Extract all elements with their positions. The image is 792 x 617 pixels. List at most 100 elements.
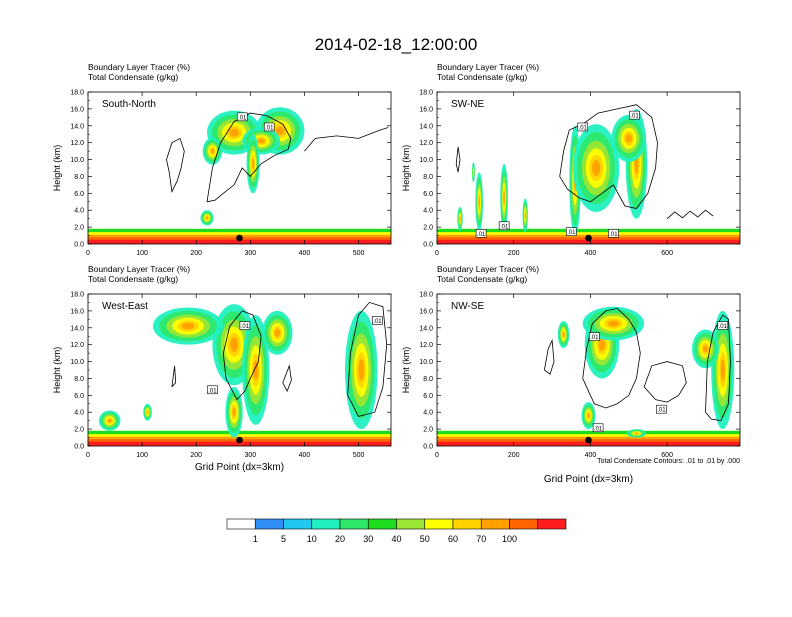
y-tick-label: 4.0 xyxy=(423,208,433,215)
contour-line-3 xyxy=(544,338,555,375)
y-tick-label: 0.0 xyxy=(74,444,84,451)
x-tick-label: 500 xyxy=(353,452,365,459)
contour-label-box-2 xyxy=(498,221,510,231)
y-tick-label: 6.0 xyxy=(423,191,433,198)
x-tick-label: 600 xyxy=(661,250,673,257)
colorbar-legend: 1 5 10 20 30 40 50 60 70 100 xyxy=(226,518,567,544)
contour-line-0 xyxy=(582,307,641,409)
colorbar-label-9: 100 xyxy=(502,534,517,544)
contour-label-1: .01 xyxy=(265,125,274,131)
colorbar-swatch-4 xyxy=(339,518,369,530)
contour-label-0: .01 xyxy=(241,324,250,330)
x-tick-label: 100 xyxy=(136,250,148,257)
figure-title: 2014-02-18_12:00:00 xyxy=(315,35,478,54)
contour-label-box-5 xyxy=(608,229,619,238)
colorbar-swatch-2 xyxy=(283,518,313,530)
storm-cell-4-layer-5 xyxy=(587,413,590,419)
colorbar-swatch-11 xyxy=(537,518,567,530)
y-tick-label: 10.0 xyxy=(419,359,433,366)
colorbar-swatch-6 xyxy=(396,518,426,530)
y-tick-label: 4.0 xyxy=(423,410,433,417)
y-tick-label: 0.0 xyxy=(423,444,433,451)
contour-label-0: .01 xyxy=(590,335,599,341)
contour-label-3: .01 xyxy=(594,426,603,432)
y-tick-label: 8.0 xyxy=(74,376,84,383)
y-tick-label: 14.0 xyxy=(419,123,433,130)
panel-sw-ne: Boundary Layer Tracer (%)Total Condensat… xyxy=(401,62,741,257)
storm-cell-2-layer-5 xyxy=(524,212,526,219)
panel-label: NW-SE xyxy=(451,301,484,312)
x-tick-label: 0 xyxy=(86,250,90,257)
panel-header-tracer: Boundary Layer Tracer (%) xyxy=(88,264,190,274)
colorbar-swatch-5 xyxy=(367,518,397,530)
tracer-band-4 xyxy=(88,239,391,244)
colorbar-swatch-8 xyxy=(452,518,482,530)
tracer-band-4 xyxy=(437,441,740,446)
location-marker xyxy=(585,436,592,444)
storm-cell-1-layer-5 xyxy=(275,126,285,136)
y-tick-label: 16.0 xyxy=(70,106,84,113)
contour-label-box-4 xyxy=(565,227,577,236)
y-tick-label: 8.0 xyxy=(74,174,84,181)
storm-cell-4-layer-5 xyxy=(251,158,255,170)
storm-cell-3-layer-5 xyxy=(703,345,708,353)
storm-cell-0-layer-5 xyxy=(478,196,480,208)
storm-cell-5-layer-5 xyxy=(562,332,565,337)
y-tick-label: 6.0 xyxy=(423,393,433,400)
y-tick-label: 0.0 xyxy=(74,242,84,249)
contour-label-5: .01 xyxy=(609,232,618,238)
contour-label-box-0 xyxy=(577,122,589,132)
y-tick-label: 4.0 xyxy=(74,410,84,417)
y-tick-label: 6.0 xyxy=(74,393,84,400)
panel-header-condensate: Total Condensate (g/kg) xyxy=(437,274,527,284)
contour-line-3 xyxy=(282,364,292,393)
y-tick-label: 12.0 xyxy=(70,140,84,147)
x-tick-label: 400 xyxy=(585,250,597,257)
x-tick-label: 300 xyxy=(244,452,256,459)
contour-label-4: .01 xyxy=(567,230,576,236)
colorbar-label-3: 20 xyxy=(335,534,345,544)
colorbar-swatch-9 xyxy=(480,518,510,530)
x-tick-label: 400 xyxy=(299,250,311,257)
contour-label-box-2 xyxy=(207,385,218,395)
y-tick-label: 14.0 xyxy=(70,123,84,130)
contour-line-1 xyxy=(347,301,388,417)
location-marker xyxy=(236,234,243,242)
storm-cell-4-layer-5 xyxy=(592,160,601,176)
contour-label-box-0 xyxy=(236,112,248,122)
x-tick-label: 0 xyxy=(435,452,439,459)
y-tick-label: 8.0 xyxy=(423,376,433,383)
y-tick-label: 12.0 xyxy=(70,342,84,349)
y-tick-label: 10.0 xyxy=(70,359,84,366)
y-tick-label: 2.0 xyxy=(423,427,433,434)
storm-cell-0-layer-5 xyxy=(229,128,239,137)
x-tick-label: 400 xyxy=(299,452,311,459)
contour-label-2: .01 xyxy=(208,388,217,394)
plot-area: .01 .01 .01 xyxy=(88,294,391,446)
y-tick-label: 6.0 xyxy=(74,191,84,198)
x-tick-label: 0 xyxy=(86,452,90,459)
x-tick-label: 500 xyxy=(353,250,365,257)
colorbar-swatch-10 xyxy=(509,518,539,530)
panel-header-tracer: Boundary Layer Tracer (%) xyxy=(437,264,539,274)
plot-area: .01 .01 xyxy=(88,92,391,244)
storm-cell-0-layer-5 xyxy=(598,338,606,351)
panel-label: South-North xyxy=(102,99,156,110)
y-tick-label: 14.0 xyxy=(419,325,433,332)
storm-cell-7-layer-5 xyxy=(232,407,236,417)
contour-label-box-0 xyxy=(239,321,251,330)
contour-line-2 xyxy=(304,127,389,152)
colorbar-label-7: 60 xyxy=(448,534,458,544)
colorbar-label-5: 40 xyxy=(391,534,401,544)
contour-label-box-0 xyxy=(588,332,600,341)
panel-nw-se: Boundary Layer Tracer (%)Total Condensat… xyxy=(401,264,741,485)
contour-line-2 xyxy=(666,209,714,219)
y-tick-label: 10.0 xyxy=(70,157,84,164)
y-tick-label: 18.0 xyxy=(70,90,84,97)
contour-label-3: .01 xyxy=(477,232,486,238)
panel-west-east: Boundary Layer Tracer (%)Total Condensat… xyxy=(52,264,392,473)
y-tick-label: 16.0 xyxy=(419,106,433,113)
storm-cell-5-layer-5 xyxy=(205,216,209,220)
x-tick-label: 200 xyxy=(190,250,202,257)
colorbar-label-4: 30 xyxy=(363,534,373,544)
